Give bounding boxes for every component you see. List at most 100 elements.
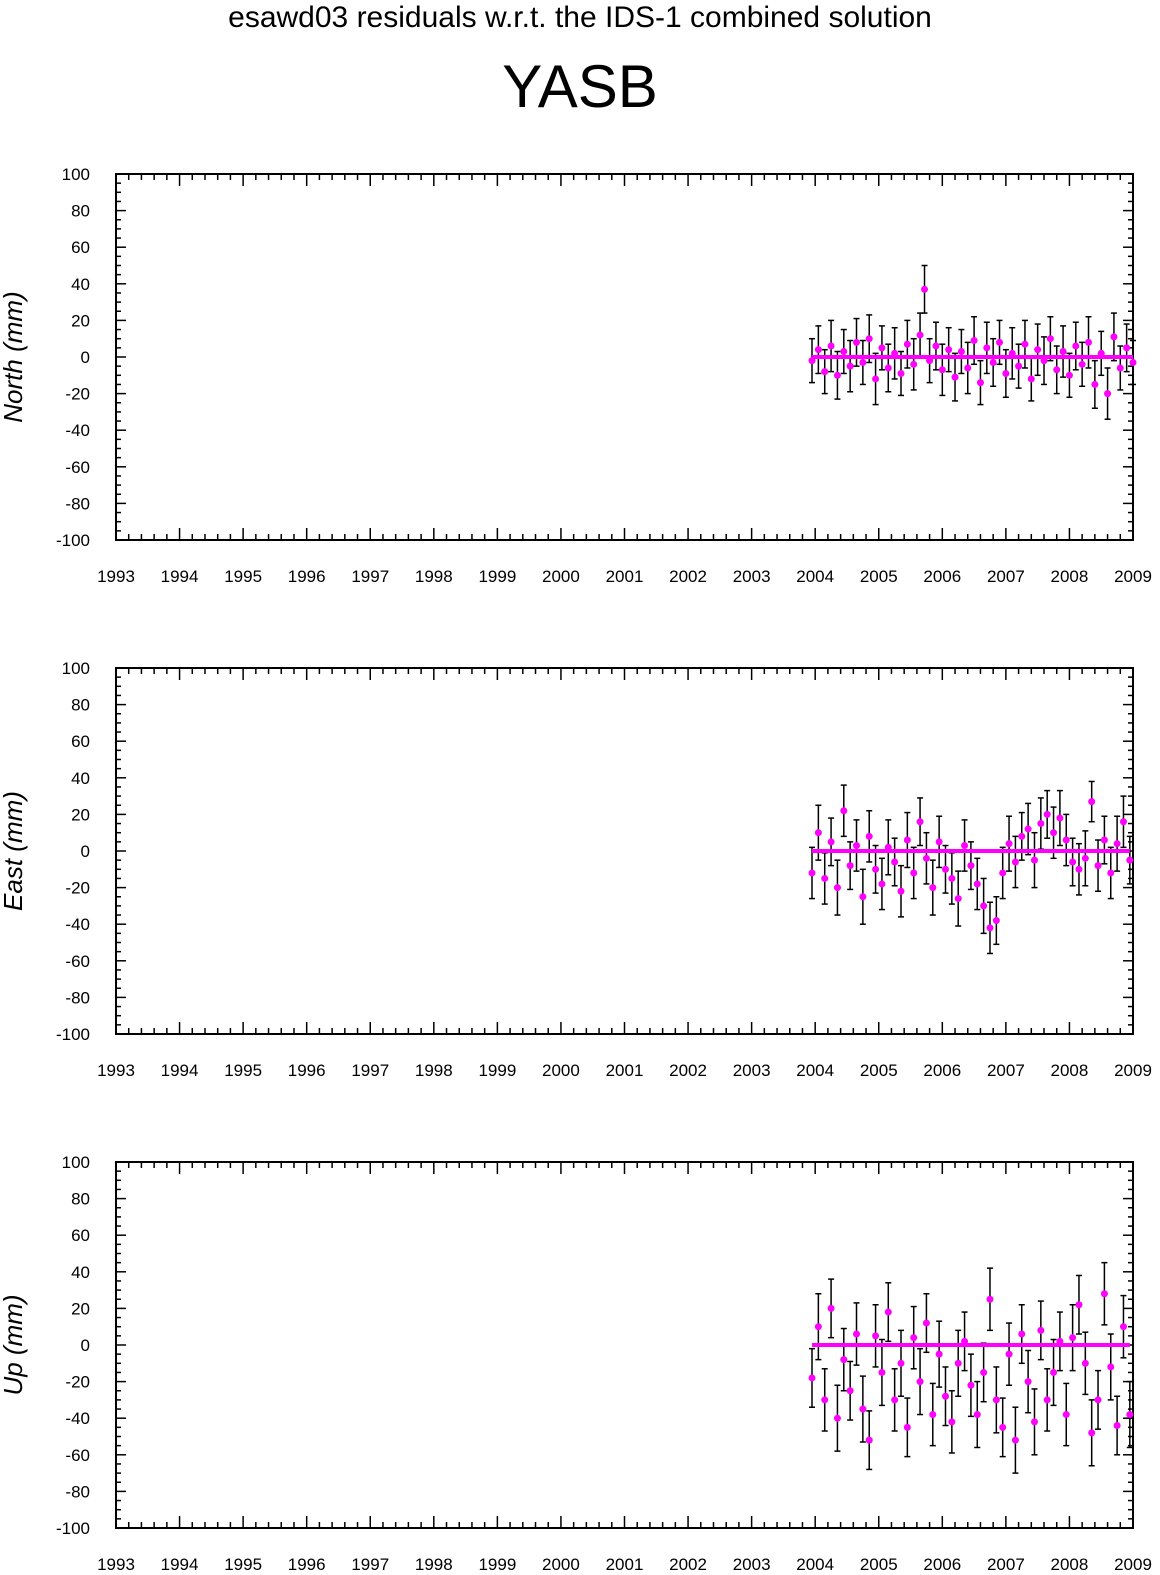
up-data-point bbox=[1126, 1411, 1134, 1419]
up-data-point bbox=[872, 1332, 880, 1340]
east-data-point bbox=[1005, 840, 1013, 848]
east-y-tick-label: 100 bbox=[62, 659, 90, 678]
north-data-point bbox=[970, 337, 978, 345]
up-data-point bbox=[865, 1436, 873, 1444]
north-data-point bbox=[1021, 340, 1029, 348]
east-data-point bbox=[853, 842, 861, 850]
north-x-tick-label: 2004 bbox=[796, 567, 834, 586]
up-data-point bbox=[1100, 1290, 1108, 1298]
east-data-point bbox=[1094, 862, 1102, 870]
up-data-point bbox=[1024, 1378, 1032, 1386]
east-data-point bbox=[948, 874, 956, 882]
north-data-point bbox=[853, 338, 861, 346]
east-y-tick-label: -40 bbox=[65, 915, 90, 934]
up-x-tick-label: 2005 bbox=[860, 1555, 898, 1574]
east-y-tick-label: -80 bbox=[65, 988, 90, 1007]
east-y-tick-label: -100 bbox=[56, 1025, 90, 1044]
east-x-tick-label: 2007 bbox=[987, 1061, 1025, 1080]
east-data-point bbox=[1018, 832, 1026, 840]
north-data-point bbox=[846, 362, 854, 370]
east-data-point bbox=[1107, 869, 1115, 877]
up-data-point bbox=[1011, 1436, 1019, 1444]
up-y-tick-label: -100 bbox=[56, 1519, 90, 1538]
east-data-point bbox=[891, 858, 899, 866]
north-data-point bbox=[1008, 349, 1016, 357]
up-data-point bbox=[808, 1374, 816, 1382]
north-data-point bbox=[945, 346, 953, 354]
up-data-point bbox=[821, 1396, 829, 1404]
north-y-tick-label: -20 bbox=[65, 385, 90, 404]
north-y-tick-label: 100 bbox=[62, 165, 90, 184]
up-y-tick-label: 20 bbox=[71, 1299, 90, 1318]
north-data-point bbox=[1078, 360, 1086, 368]
north-data-point bbox=[1116, 364, 1124, 372]
east-y-tick-label: 0 bbox=[81, 842, 90, 861]
east-data-point bbox=[1088, 798, 1096, 806]
up-data-point bbox=[1062, 1411, 1070, 1419]
east-data-point bbox=[1062, 836, 1070, 844]
up-y-tick-label: 40 bbox=[71, 1263, 90, 1282]
panel-east: 1993 1994 1995 1996 1997 1998 1999 2000 2001 2002… bbox=[0, 659, 1152, 1080]
up-x-tick-label: 2001 bbox=[606, 1555, 644, 1574]
north-x-tick-label: 2005 bbox=[860, 567, 898, 586]
up-data-point bbox=[1050, 1368, 1058, 1376]
station-title: YASB bbox=[502, 53, 658, 120]
east-y-axis-label: East (mm) bbox=[0, 791, 28, 911]
east-data-point bbox=[973, 880, 981, 888]
up-data-point bbox=[814, 1323, 822, 1331]
east-data-point bbox=[1126, 856, 1134, 864]
panel-north: 1993 1994 1995 1996 1997 1998 1999 2000 2001 2002… bbox=[0, 165, 1152, 586]
east-data-point bbox=[840, 807, 848, 815]
north-data-point bbox=[1097, 349, 1105, 357]
north-x-tick-label: 2009 bbox=[1114, 567, 1152, 586]
north-data-point bbox=[1015, 362, 1023, 370]
north-y-tick-label: 0 bbox=[81, 348, 90, 367]
north-data-point bbox=[1065, 371, 1073, 379]
up-data-point bbox=[840, 1356, 848, 1364]
up-data-point bbox=[1081, 1359, 1089, 1367]
panel-up: 1993 1994 1995 1996 1997 1998 1999 2000 2001 2002… bbox=[0, 1153, 1152, 1574]
east-data-point bbox=[961, 842, 969, 850]
north-data-point bbox=[951, 373, 959, 381]
east-data-point bbox=[897, 887, 905, 895]
east-data-point bbox=[1056, 814, 1064, 822]
east-data-point bbox=[1043, 810, 1051, 818]
east-data-point bbox=[878, 880, 886, 888]
east-x-tick-label: 2002 bbox=[669, 1061, 707, 1080]
east-data-point bbox=[992, 917, 1000, 925]
up-x-tick-label: 1993 bbox=[97, 1555, 135, 1574]
up-y-tick-label: 80 bbox=[71, 1190, 90, 1209]
up-y-tick-label: 100 bbox=[62, 1153, 90, 1172]
north-data-point bbox=[938, 366, 946, 374]
north-data-point bbox=[884, 364, 892, 372]
up-data-point bbox=[1030, 1418, 1038, 1426]
east-data-point bbox=[903, 836, 911, 844]
east-data-point bbox=[808, 869, 816, 877]
up-data-point bbox=[935, 1350, 943, 1358]
north-x-tick-label: 2006 bbox=[923, 567, 961, 586]
north-x-tick-label: 1993 bbox=[97, 567, 135, 586]
north-data-point bbox=[903, 340, 911, 348]
up-data-point bbox=[884, 1308, 892, 1316]
north-data-point bbox=[808, 357, 816, 365]
north-data-point bbox=[1129, 358, 1137, 366]
up-y-tick-label: -60 bbox=[65, 1446, 90, 1465]
east-data-point bbox=[935, 838, 943, 846]
up-x-tick-label: 2008 bbox=[1051, 1555, 1089, 1574]
east-x-tick-label: 1994 bbox=[161, 1061, 199, 1080]
up-data-point bbox=[1088, 1429, 1096, 1437]
up-data-point bbox=[916, 1378, 924, 1386]
up-data-point bbox=[859, 1405, 867, 1413]
up-data-point bbox=[973, 1411, 981, 1419]
east-data-point bbox=[967, 862, 975, 870]
east-data-point bbox=[859, 893, 867, 901]
east-data-point bbox=[1081, 854, 1089, 862]
up-data-point bbox=[986, 1295, 994, 1303]
up-y-axis-label: Up (mm) bbox=[0, 1294, 28, 1395]
up-data-point bbox=[1037, 1326, 1045, 1334]
north-x-tick-label: 1997 bbox=[351, 567, 389, 586]
up-x-tick-label: 2000 bbox=[542, 1555, 580, 1574]
east-y-tick-label: -20 bbox=[65, 879, 90, 898]
up-data-point bbox=[1107, 1363, 1115, 1371]
north-data-point bbox=[1123, 344, 1131, 352]
